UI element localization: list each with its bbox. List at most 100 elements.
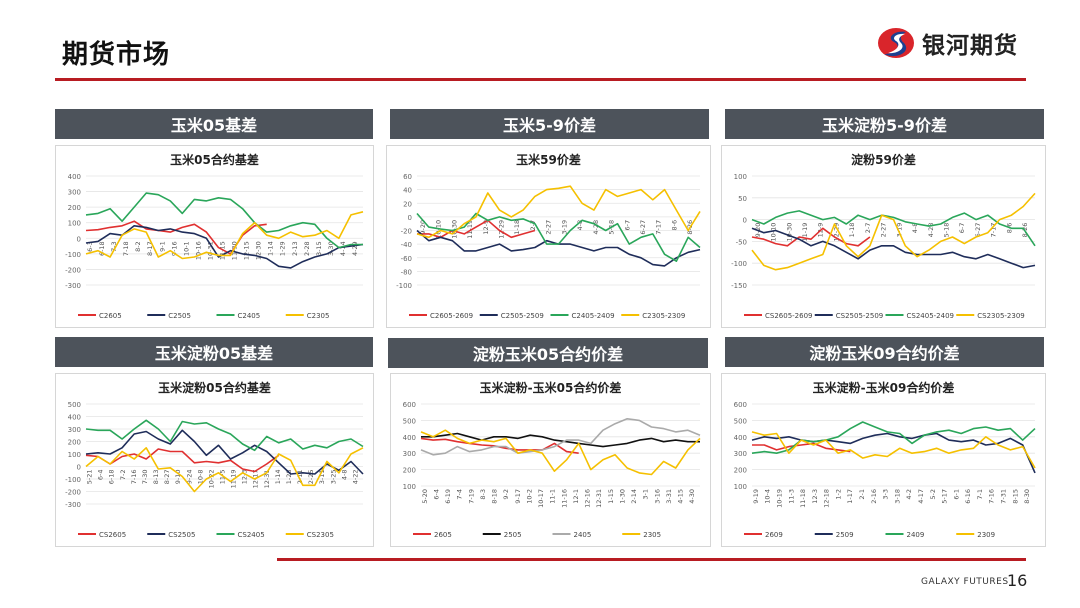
x-tick-label: 9-16 xyxy=(170,241,178,256)
x-tick-label: 4-14 xyxy=(339,241,347,256)
x-tick-label: 12-18 xyxy=(823,489,831,508)
y-tick-label: 200 xyxy=(68,439,81,447)
x-tick-label: 7-17 xyxy=(655,220,663,235)
x-tick-label: 10-30 xyxy=(785,223,793,242)
y-tick-label: -100 xyxy=(65,251,81,259)
x-tick-label: 7-31 xyxy=(1000,489,1008,504)
x-tick-label: 8-18 xyxy=(491,489,499,504)
series-line-CS2605 xyxy=(85,448,280,473)
x-tick-label: 12-29 xyxy=(497,220,505,239)
x-tick-label: 4-17 xyxy=(917,489,925,504)
x-tick-label: 6-19 xyxy=(444,489,452,504)
x-tick-label: 2-16 xyxy=(870,489,878,504)
x-tick-label: 1-2 xyxy=(834,489,842,500)
footer-brand: GALAXY FUTURES xyxy=(921,577,1009,587)
line-chart: 玉米淀粉05合约基差 500 400 300 200 100 0 -100 -200 -300 5-… xyxy=(65,380,364,539)
x-tick-label: 8-6 xyxy=(670,220,678,231)
y-tick-label: 100 xyxy=(734,483,747,491)
x-tick-label: 11-18 xyxy=(799,489,807,508)
chart-starch-corn-05-spread: 玉米淀粉-玉米05合约价差 600 500 400 300 200 100 5-20 6-4 6-… xyxy=(390,373,711,547)
legend-label: CS2505 xyxy=(168,531,195,539)
x-tick-label: 3-1 xyxy=(642,489,650,500)
x-tick-label: 4-8 xyxy=(911,223,919,234)
legend-label: C2505 xyxy=(168,312,191,320)
x-tick-label: 7-18 xyxy=(122,241,130,256)
panel-heading: 淀粉玉米05合约价差 xyxy=(388,338,708,368)
chart-title: 玉米淀粉05合约基差 xyxy=(158,380,271,395)
x-tick-label: 10-1 xyxy=(182,241,190,256)
chart-starch-05-basis: 玉米淀粉05合约基差 500 400 300 200 100 0 -100 -200 -300 5-… xyxy=(55,373,374,547)
y-tick-label: 100 xyxy=(734,173,747,181)
x-tick-label: 9-17 xyxy=(514,489,522,504)
legend-label: 2605 xyxy=(434,531,452,539)
x-tick-label: 10-4 xyxy=(764,489,772,504)
x-tick-label: 7-3 xyxy=(110,241,118,252)
chart-title: 玉米淀粉-玉米05合约价差 xyxy=(480,380,622,395)
y-tick-label: -200 xyxy=(65,489,81,497)
y-tick-label: -300 xyxy=(65,282,81,290)
x-tick-label: 6-27 xyxy=(639,220,647,235)
x-tick-label: 3-19 xyxy=(560,220,568,235)
x-tick-label: 11-5 xyxy=(219,470,227,485)
series-line-2505 xyxy=(421,432,700,448)
x-tick-label: 8-13 xyxy=(152,470,160,485)
x-tick-label: 7-17 xyxy=(990,223,998,238)
x-tick-label: 2-27 xyxy=(880,223,888,238)
legend-label: 2405 xyxy=(574,531,592,539)
y-tick-label: 300 xyxy=(734,450,747,458)
x-tick-label: 9-20 xyxy=(419,220,427,235)
y-tick-label: 100 xyxy=(68,220,81,228)
chart-title: 淀粉59价差 xyxy=(851,152,916,167)
panel-heading: 玉米5-9价差 xyxy=(390,109,709,139)
x-tick-label: 10-31 xyxy=(206,241,214,260)
x-tick-label: 2-7 xyxy=(529,220,537,231)
legend-label: C2305-2309 xyxy=(642,312,685,320)
chart-corn-5-9-spread: 玉米59价差 60 40 20 0 -20 -40 -60 -80 -100 9-20 10-10 10… xyxy=(386,145,711,328)
legend-label: CS2605-2609 xyxy=(765,312,813,320)
x-tick-label: 2-13 xyxy=(291,241,299,256)
x-tick-label: 5-18 xyxy=(943,223,951,238)
x-tick-label: 10-2 xyxy=(525,489,533,504)
x-tick-label: 2-1 xyxy=(858,489,866,500)
x-tick-label: 11-19 xyxy=(466,220,474,239)
x-tick-label: 5-21 xyxy=(86,470,94,485)
x-tick-label: 7-16 xyxy=(130,470,138,485)
y-tick-label: 300 xyxy=(68,189,81,197)
x-tick-label: 4-2 xyxy=(905,489,913,500)
chart-starch-5-9-spread: 淀粉59价差 100 50 0 -50 -100 -150 9-20 10-10 10-30 11-… xyxy=(721,145,1046,328)
x-tick-label: 4-8 xyxy=(576,220,584,231)
x-tick-label: 3-19 xyxy=(895,223,903,238)
x-tick-label: 6-16 xyxy=(964,489,972,504)
x-tick-label: 12-31 xyxy=(263,470,271,489)
x-tick-label: 8-3 xyxy=(479,489,487,500)
x-tick-label: 6-4 xyxy=(432,489,440,500)
x-tick-label: 6-4 xyxy=(97,470,105,481)
x-tick-label: 5-17 xyxy=(941,489,949,504)
x-tick-label: 3-31 xyxy=(665,489,673,504)
y-tick-label: -80 xyxy=(401,268,412,276)
y-tick-label: 200 xyxy=(68,204,81,212)
x-tick-label: 7-1 xyxy=(976,489,984,500)
x-tick-label: 12-9 xyxy=(482,220,490,235)
x-tick-label: 6-1 xyxy=(952,489,960,500)
x-tick-label: 12-29 xyxy=(832,223,840,242)
page-number: 16 xyxy=(1007,571,1028,590)
x-tick-label: 9-1 xyxy=(158,241,166,252)
x-tick-label: 8-2 xyxy=(134,241,142,252)
x-tick-label: 1-29 xyxy=(279,241,287,256)
header-divider xyxy=(55,78,1026,81)
legend-label: CS2505-2509 xyxy=(836,312,884,320)
x-tick-label: 1-28 xyxy=(285,470,293,485)
x-tick-label: 11-30 xyxy=(231,241,239,260)
x-tick-label: 12-15 xyxy=(243,241,251,260)
y-tick-label: 300 xyxy=(68,426,81,434)
x-tick-label: 12-1 xyxy=(572,489,580,504)
x-tick-label: 1-17 xyxy=(846,489,854,504)
series-line-CS2305 xyxy=(85,447,364,493)
legend-label: CS2405-2409 xyxy=(907,312,955,320)
series-line-2305 xyxy=(420,429,701,476)
series-line-2509 xyxy=(751,432,1036,474)
x-tick-label: 1-15 xyxy=(607,489,615,504)
logo-text: 银河期货 xyxy=(922,33,1018,59)
y-tick-label: 400 xyxy=(68,414,81,422)
